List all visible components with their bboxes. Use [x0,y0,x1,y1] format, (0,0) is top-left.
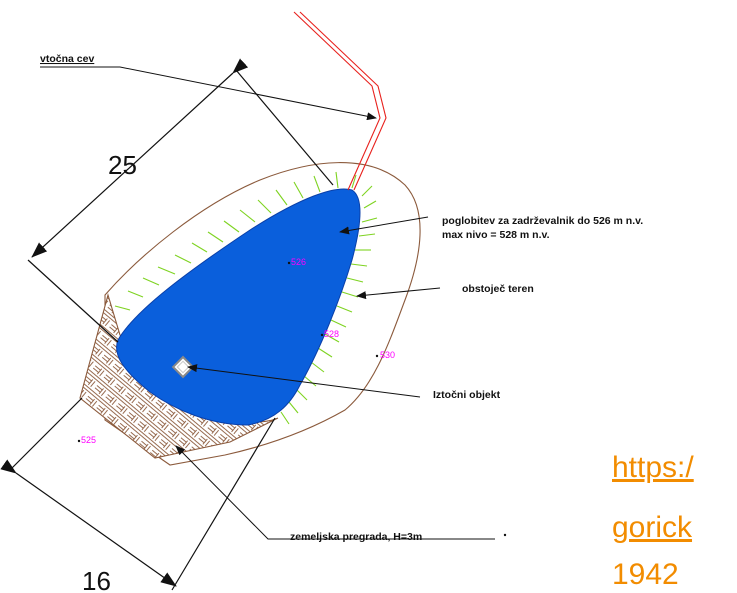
reservoir-water [116,188,361,426]
elevation-528: 528 [324,329,339,339]
label-max-level: max nivo = 528 m n.v. [442,229,550,241]
label-inlet-pipe: vtočna cev [40,53,94,65]
source-link-line-1[interactable]: https:/ [612,451,694,484]
label-basin-deepening: poglobitev za zadrževalnik do 526 m n.v. [442,215,643,227]
dimension-length-value: 25 [108,150,137,180]
dimension-width [0,397,276,591]
elevation-530: 530 [380,350,395,360]
dimension-width-value: 16 [82,566,111,593]
source-link-line-3: 1942 [612,558,679,591]
leader-lines [40,66,495,540]
label-earth-dam: zemeljska pregrada, H=3m [290,531,422,543]
elevation-points [77,261,507,537]
dimension-length [27,58,334,343]
label-existing-terrain: obstoječ teren [462,283,534,295]
label-outlet-object: Iztočni objekt [433,389,501,401]
source-link-line-2[interactable]: gorick [612,511,693,544]
inlet-pipe [293,11,387,191]
elevation-526: 526 [291,257,306,267]
elevation-525: 525 [81,435,96,445]
